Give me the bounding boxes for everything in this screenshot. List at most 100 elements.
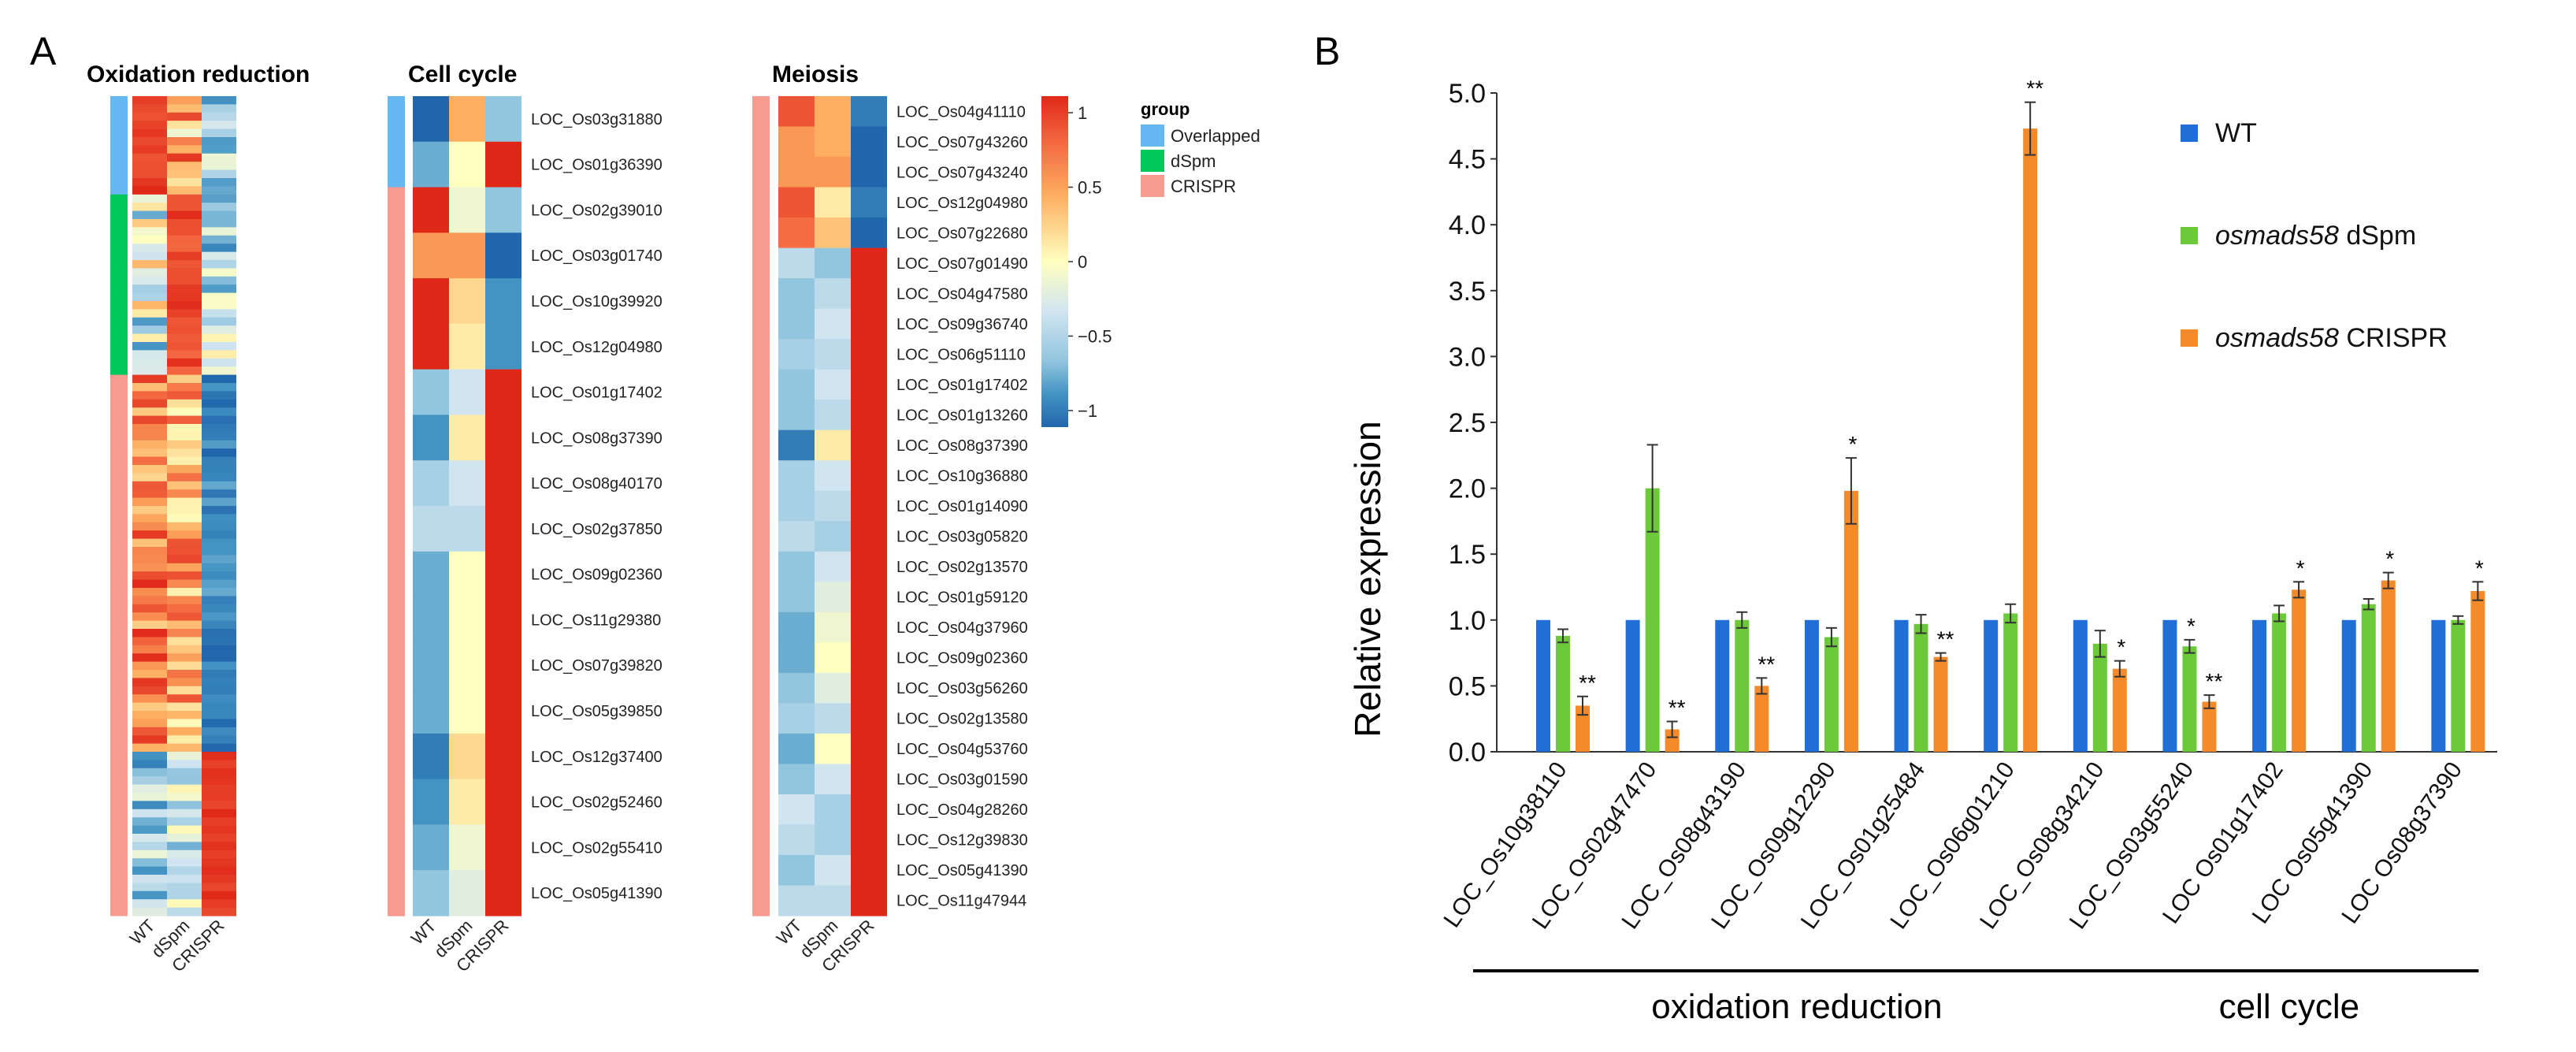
heatmap-cell xyxy=(167,719,202,728)
heatmap-cell xyxy=(132,784,167,794)
heatmap-cell xyxy=(815,247,851,279)
heatmap-cell xyxy=(202,432,236,441)
bar xyxy=(1556,635,1570,752)
significance-mark: * xyxy=(2296,556,2305,580)
heatmap-cell xyxy=(815,339,851,370)
heatmap-cell xyxy=(132,276,167,285)
heatmap-cell xyxy=(851,794,887,826)
heatmap-cell xyxy=(449,232,485,279)
heatmap-meiosis: Meiosis LOC_Os04g41110 LOC_Os07g43260 LOC_… xyxy=(752,61,1028,976)
heatmap-cell xyxy=(449,96,485,143)
heatmap-cell xyxy=(449,141,485,188)
heatmap-cell xyxy=(202,653,236,663)
heatmap-cell xyxy=(167,489,202,499)
heatmap-cell xyxy=(132,243,167,253)
significance-mark: * xyxy=(2385,547,2394,571)
heatmap-cell xyxy=(778,885,815,916)
heatmap-cell xyxy=(778,157,815,188)
heatmap-cell xyxy=(485,870,522,916)
heatmap-cell xyxy=(449,187,485,233)
heatmap-cell xyxy=(778,126,815,158)
heatmap-cell xyxy=(413,96,449,143)
heatmap-cell xyxy=(202,465,236,474)
heatmap-cell xyxy=(132,399,167,408)
heatmap-cell xyxy=(167,243,202,253)
heatmap-cell xyxy=(449,551,485,598)
heatmap-cell xyxy=(167,604,202,613)
heatmap-cell xyxy=(449,506,485,552)
heatmap-cell xyxy=(851,400,887,431)
y-axis-label: Relative expression xyxy=(1347,421,1388,737)
gene-label: LOC_Os11g47944 xyxy=(896,893,1026,910)
heatmap-cell xyxy=(167,128,202,138)
gene-label: LOC_Os04g37960 xyxy=(896,619,1028,637)
category-group-label: cell cycle xyxy=(2219,987,2360,1026)
heatmap-cell xyxy=(202,342,236,351)
heatmap-cell xyxy=(167,883,202,892)
heatmap-cell xyxy=(132,162,167,171)
heatmap-cell xyxy=(202,596,236,605)
legend-swatch xyxy=(2181,125,2198,142)
gene-label: LOC_Os04g53760 xyxy=(896,741,1028,758)
heatmap-cell xyxy=(851,429,887,461)
bar-chart: Relative expression 0.0 0.5 1.0 1.5 2.0 2.5 3.… xyxy=(1347,76,2497,1026)
row-group-annotation xyxy=(388,688,405,734)
heatmap-cell xyxy=(202,866,236,875)
heatmap-cell xyxy=(815,854,851,887)
heatmap-cell xyxy=(202,121,236,130)
heatmap-cell xyxy=(778,703,815,734)
heatmap-cell xyxy=(132,719,167,728)
heatmap-cell xyxy=(202,661,236,671)
row-group-annotation xyxy=(388,597,405,643)
heatmap-cell xyxy=(132,588,167,597)
legend-label: CRISPR xyxy=(1171,177,1236,196)
row-group-annotation xyxy=(752,490,770,522)
heatmap-cell xyxy=(132,194,167,203)
heatmap-cell xyxy=(815,308,851,340)
heatmap-cell xyxy=(851,642,887,674)
gene-label: LOC_Os07g43240 xyxy=(896,164,1028,181)
heatmap-cell xyxy=(132,907,167,916)
heatmap-cell xyxy=(851,308,887,340)
heatmap-cell xyxy=(167,186,202,195)
heatmap-cell xyxy=(851,854,887,887)
heatmap-cell xyxy=(778,521,815,552)
heatmap-cell xyxy=(132,899,167,909)
legend-label-suffix: dSpm xyxy=(2339,221,2416,251)
y-tick-label: 1.0 xyxy=(1449,606,1486,636)
heatmap-cell xyxy=(132,292,167,302)
heatmap-cell xyxy=(202,678,236,687)
row-group-annotation xyxy=(752,217,770,249)
heatmap-cell xyxy=(167,890,202,900)
heatmap-cell xyxy=(167,407,202,417)
heatmap-title: Oxidation reduction xyxy=(87,61,310,87)
heatmap-cell xyxy=(202,178,236,187)
heatmap-cell xyxy=(202,743,236,753)
gene-label: LOC_Os09g02360 xyxy=(531,567,663,584)
bar xyxy=(2202,701,2217,752)
heatmap-cell xyxy=(815,764,851,795)
heatmap-cell xyxy=(202,604,236,613)
heatmap-cell xyxy=(132,153,167,162)
heatmap-cell xyxy=(202,399,236,408)
colorbar-gradient xyxy=(1041,96,1068,427)
heatmap-cell xyxy=(815,733,851,765)
row-group-annotation xyxy=(752,582,770,613)
row-group-annotation xyxy=(752,733,770,765)
heatmap-cell xyxy=(167,563,202,572)
bar xyxy=(2073,619,2088,752)
heatmap-cell xyxy=(132,547,167,556)
heatmap-cell xyxy=(167,784,202,794)
heatmap-cell xyxy=(132,563,167,572)
y-tick-label: 2.5 xyxy=(1449,408,1486,438)
heatmap-cell xyxy=(851,703,887,734)
heatmap-cell xyxy=(485,369,522,416)
y-tick-label: 3.0 xyxy=(1449,342,1486,372)
heatmap-cell xyxy=(132,875,167,883)
bar xyxy=(2470,591,2485,752)
heatmap-cell xyxy=(132,670,167,678)
heatmap-cell xyxy=(202,333,236,343)
gene-label: LOC_Os01g13260 xyxy=(896,407,1028,424)
heatmap-cell xyxy=(167,333,202,343)
heatmap-cell xyxy=(202,317,236,326)
